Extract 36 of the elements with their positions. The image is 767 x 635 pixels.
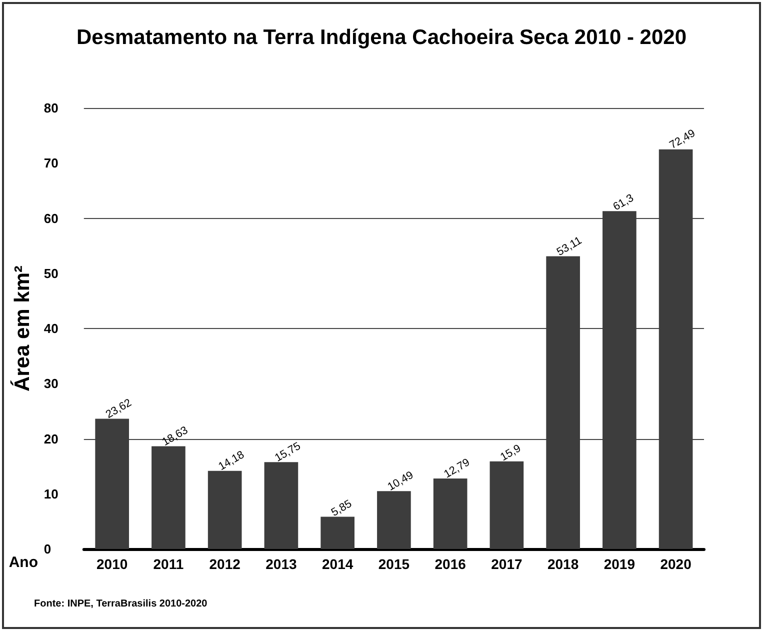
y-tick-label: 70: [44, 156, 58, 171]
data-label: 61,3: [611, 192, 636, 214]
x-tick-label: 2014: [322, 556, 354, 572]
data-label: 72,49: [668, 127, 698, 152]
y-tick-label: 30: [44, 376, 58, 392]
x-tick-label: 2013: [266, 556, 297, 572]
y-axis-title: Área em km²: [10, 265, 34, 392]
x-tick-label: 2012: [209, 556, 241, 572]
bar: [433, 478, 468, 549]
data-label: 5,85: [329, 498, 354, 519]
bar: [320, 516, 354, 549]
source-note: Fonte: INPE, TerraBrasilis 2010-2020: [34, 598, 208, 610]
y-tick-label: 40: [44, 321, 58, 336]
bar: [490, 461, 524, 549]
bar: [208, 470, 242, 549]
y-tick-label: 10: [44, 486, 58, 502]
x-tick-label: 2010: [96, 556, 128, 572]
y-tick-label: 60: [44, 210, 58, 226]
y-tick-label: 80: [44, 100, 58, 116]
x-tick-label: 2015: [378, 556, 410, 572]
bar: [152, 446, 186, 549]
bar: [377, 491, 411, 549]
data-label: 15,9: [498, 442, 524, 464]
x-tick-label: 2019: [604, 556, 636, 572]
bar: [264, 462, 298, 549]
data-label: 53,11: [554, 234, 584, 258]
y-tick-label: 20: [44, 431, 58, 446]
chart-title: Desmatamento na Terra Indígena Cachoeira Seca 2010 - 2020: [76, 26, 687, 49]
y-tick-label: 0: [44, 542, 52, 556]
y-tick-label: 50: [44, 266, 58, 281]
x-tick-label: 2020: [660, 556, 692, 572]
x-tick-label: 2017: [491, 556, 522, 572]
x-axis-title: Ano: [8, 554, 38, 571]
x-tick-label: 2016: [434, 556, 466, 572]
x-tick-label: 2011: [153, 556, 184, 572]
x-tick-label: 2018: [547, 556, 579, 572]
